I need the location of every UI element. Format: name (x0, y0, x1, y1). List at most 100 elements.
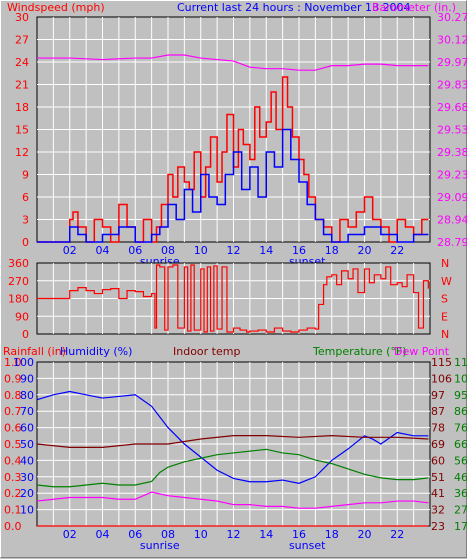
y-tick-label-wind: 21 (15, 79, 29, 92)
y-tick-label-compass: N (441, 257, 449, 270)
y-tick-label-humidity: 90 (20, 372, 34, 385)
temperature-axis-label: Temperature (°F) (312, 345, 407, 358)
y-tick-label-compass: N (441, 328, 449, 341)
x-tick-label: 20 (358, 528, 372, 541)
y-tick-label-humidity: 80 (20, 389, 34, 402)
windspeed-gust-line (37, 76, 429, 243)
x-tick-label: 20 (358, 244, 372, 257)
y-tick-label-humidity: 20 (20, 487, 34, 500)
y-tick-label-humidity: 100 (13, 356, 34, 369)
y-tick-label-barometer: 29.09 (437, 191, 467, 204)
y-tick-label-barometer: 29.23 (437, 169, 467, 182)
x-tick-label: 18 (325, 244, 339, 257)
y-tick-label-direction: 360 (8, 257, 29, 270)
y-tick-label-indoor: 46 (454, 471, 467, 484)
y-tick-label-rain: 0.2 (4, 487, 22, 500)
humidity-axis-label: Humidity (%) (60, 345, 132, 358)
x-tick-label: 06 (128, 528, 142, 541)
indoor-temp-line (36, 435, 429, 448)
y-tick-label-wind: 15 (15, 124, 29, 137)
y-tick-label-indoor: 76 (454, 422, 467, 435)
y-tick-label-barometer: 29.53 (437, 124, 467, 137)
barometer-line (37, 54, 429, 71)
y-tick-label-wind: 6 (22, 191, 29, 204)
y-tick-label-compass: E (441, 310, 448, 323)
sunrise-label: sunrise (140, 539, 180, 552)
y-tick-label-indoor: 115 (454, 356, 467, 369)
y-tick-label-temperature: 97 (431, 389, 445, 402)
y-tick-label-direction: 0 (22, 328, 29, 341)
y-tick-label-indoor: 95 (454, 389, 467, 402)
y-tick-label-humidity: 40 (20, 454, 34, 467)
wind-barometer-panel: 0 3 6 9 12 15 18 21 24 27 30 28.79 28.94 29.09 29.23 29… (15, 11, 467, 268)
y-tick-label-rain: 0.7 (4, 405, 22, 418)
y-tick-label-wind: 3 (22, 214, 29, 227)
y-tick-label-rain: 0.0 (4, 520, 22, 533)
dew-point-line (36, 491, 429, 509)
y-tick-label-temperature: 51 (431, 471, 445, 484)
y-tick-label-direction: 270 (8, 275, 29, 288)
wind-direction-line (37, 264, 429, 333)
y-tick-label-wind: 0 (22, 236, 29, 249)
x-tick-label: 22 (390, 244, 404, 257)
y-tick-label-rain: 0.4 (4, 454, 22, 467)
temperature-line (36, 448, 429, 488)
y-tick-label-rain: 0.1 (4, 504, 22, 517)
sunset-label: sunset (289, 539, 326, 552)
x-tick-label: 02 (63, 528, 77, 541)
y-tick-label-temperature: 69 (431, 438, 445, 451)
x-tick-label: 10 (194, 244, 208, 257)
y-tick-label-indoor: 17 (454, 520, 467, 533)
dew-point-axis-label: Dew Point (394, 345, 450, 358)
x-tick-label: 06 (128, 244, 142, 257)
y-tick-label-indoor: 105 (454, 372, 467, 385)
x-tick-label: 12 (227, 244, 241, 257)
y-tick-label-temperature: 41 (431, 487, 445, 500)
y-tick-label-rain: 0.5 (4, 438, 22, 451)
rainfall-axis-label: Rainfall (in) (3, 345, 66, 358)
temperature-humidity-panel: 0.0 0.1 0.2 0.3 0.4 0.5 0.6 0.7 0.8 0.9 1.0 10 20 30 4… (4, 356, 467, 552)
x-tick-label: 14 (259, 528, 273, 541)
y-tick-label-indoor: 66 (454, 438, 467, 451)
windspeed-axis-label: Windspeed (mph) (7, 1, 105, 14)
y-tick-label-wind: 18 (15, 101, 29, 114)
y-tick-label-indoor: 27 (454, 504, 467, 517)
y-tick-label-barometer: 29.68 (437, 101, 467, 114)
y-tick-label-indoor: 56 (454, 454, 467, 467)
y-tick-label-barometer: 30.12 (437, 34, 467, 47)
y-tick-label-humidity: 50 (20, 438, 34, 451)
indoor-temp-label: Indoor temp (173, 345, 240, 358)
y-tick-label-compass: S (441, 293, 448, 306)
x-tick-label: 12 (227, 528, 241, 541)
y-tick-label-wind: 27 (15, 34, 29, 47)
y-tick-label-indoor: 86 (454, 405, 467, 418)
x-tick-label: 10 (194, 528, 208, 541)
x-tick-label: 04 (96, 528, 110, 541)
y-tick-label-temperature: 115 (431, 356, 452, 369)
y-tick-label-wind: 30 (15, 11, 29, 24)
y-tick-label-temperature: 87 (431, 405, 445, 418)
y-tick-label-barometer: 29.83 (437, 79, 467, 92)
x-tick-label: 16 (292, 244, 306, 257)
x-tick-label: 08 (161, 528, 175, 541)
y-tick-label-temperature: 60 (431, 454, 445, 467)
x-tick-label: 22 (390, 528, 404, 541)
y-tick-label-temperature: 78 (431, 422, 445, 435)
x-tick-label: 04 (96, 244, 110, 257)
y-tick-label-indoor: 36 (454, 487, 467, 500)
y-tick-label-rain: 0.6 (4, 422, 22, 435)
chart-title: Current last 24 hours : November 13 2004 (177, 1, 410, 14)
y-tick-label-rain: 0.3 (4, 471, 22, 484)
y-tick-label-temperature: 32 (431, 504, 445, 517)
y-tick-label-barometer: 28.94 (437, 214, 467, 227)
y-tick-label-barometer: 29.38 (437, 146, 467, 159)
y-tick-label-barometer: 30.27 (437, 11, 467, 24)
y-tick-label-temperature: 23 (431, 520, 445, 533)
x-tick-label: 18 (325, 528, 339, 541)
barometer-axis-label: Barometer (in.) (372, 1, 456, 14)
y-tick-label-humidity: 60 (20, 422, 34, 435)
y-tick-label-humidity: 30 (20, 471, 34, 484)
